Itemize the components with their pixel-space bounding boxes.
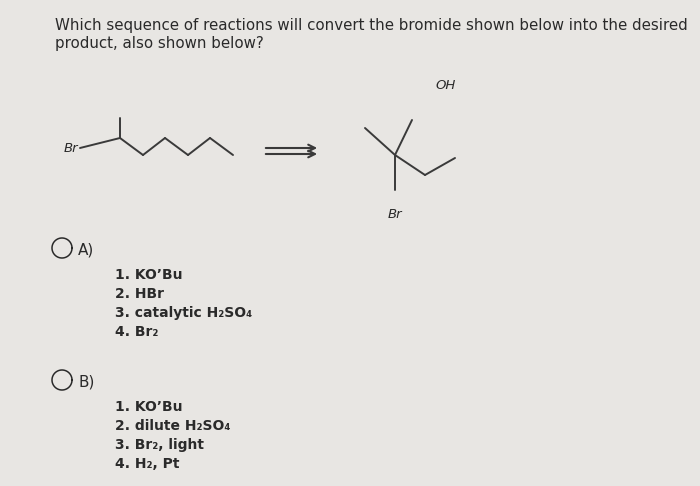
Text: 1. KOʼBu: 1. KOʼBu: [115, 268, 183, 282]
Text: 3. catalytic H₂SO₄: 3. catalytic H₂SO₄: [115, 306, 252, 320]
Text: B): B): [78, 375, 94, 389]
Text: product, also shown below?: product, also shown below?: [55, 36, 264, 51]
Text: 4. Br₂: 4. Br₂: [115, 325, 158, 339]
Text: OH: OH: [435, 79, 456, 92]
Text: 2. HBr: 2. HBr: [115, 287, 164, 301]
Text: 4. H₂, Pt: 4. H₂, Pt: [115, 457, 179, 471]
Text: 2. dilute H₂SO₄: 2. dilute H₂SO₄: [115, 419, 230, 433]
Text: Br: Br: [64, 141, 78, 155]
Text: Br: Br: [388, 208, 402, 221]
Text: A): A): [78, 243, 94, 258]
Text: 3. Br₂, light: 3. Br₂, light: [115, 438, 204, 452]
Text: 1. KOʼBu: 1. KOʼBu: [115, 400, 183, 414]
Text: Which sequence of reactions will convert the bromide shown below into the desire: Which sequence of reactions will convert…: [55, 18, 687, 33]
